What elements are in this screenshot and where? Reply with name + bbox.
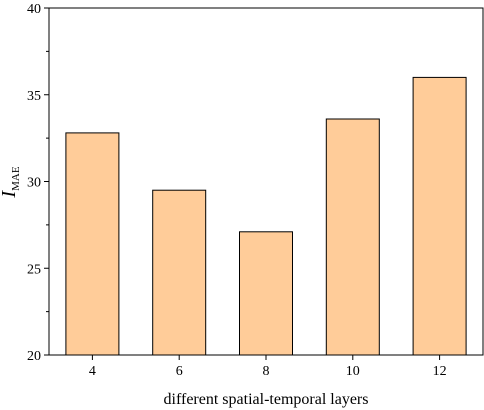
y-axis-label-main: I [0,190,20,199]
y-axis-label: IMAE [0,166,22,198]
x-tick-label-8: 8 [263,364,270,379]
x-tick-label-12: 12 [433,364,447,379]
bar-8 [239,231,293,356]
bars-group [65,76,467,356]
y-tick-label-35: 35 [27,89,41,104]
bar-4 [65,132,120,356]
y-tick-label-40: 40 [27,2,41,17]
y-tick-label-30: 30 [27,176,41,191]
x-tick-label-4: 4 [89,364,96,379]
bar-10 [325,118,380,356]
bar-12 [412,76,467,356]
x-tick-label-10: 10 [346,364,360,379]
y-tick-label-20: 20 [27,349,41,364]
x-axis-label: different spatial-temporal layers [164,391,369,408]
y-axis-label-sub: MAE [10,166,22,191]
x-tick-label-6: 6 [176,364,183,379]
ticks-group: 4 6 8 10 12 20 25 30 35 40 [27,2,447,379]
y-tick-label-25: 25 [27,262,41,277]
bar-6 [152,189,207,356]
